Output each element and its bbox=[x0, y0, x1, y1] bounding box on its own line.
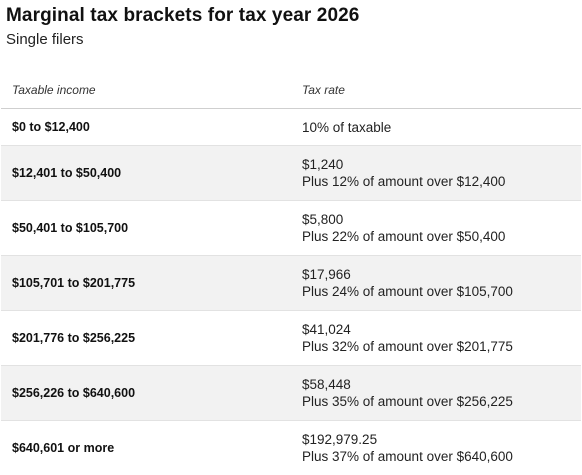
income-cell: $105,701 to $201,775 bbox=[12, 276, 136, 290]
rate-line: 10% of taxable bbox=[302, 119, 392, 135]
table-row: $201,776 to $256,225 $41,024 Plus 32% of… bbox=[1, 311, 581, 366]
table-header: Taxable income Tax rate bbox=[1, 74, 581, 109]
rate-base-amount: $1,240 bbox=[302, 157, 344, 172]
table-row: $0 to $12,400 10% of taxable bbox=[1, 109, 581, 146]
rate-cell: $192,979.25 Plus 37% of amount over $640… bbox=[302, 421, 513, 475]
rate-marginal-text: Plus 24% of amount over $105,700 bbox=[302, 284, 513, 299]
rate-marginal-text: Plus 12% of amount over $12,400 bbox=[302, 174, 506, 189]
income-cell: $640,601 or more bbox=[12, 441, 115, 455]
income-cell: $256,226 to $640,600 bbox=[12, 386, 136, 400]
rate-base-amount: $192,979.25 bbox=[302, 432, 378, 447]
rate-marginal-text: Plus 32% of amount over $201,775 bbox=[302, 339, 513, 354]
income-cell: $50,401 to $105,700 bbox=[12, 221, 129, 235]
rate-marginal-text: Plus 37% of amount over $640,600 bbox=[302, 449, 513, 464]
rate-cell: 10% of taxable bbox=[302, 109, 391, 145]
rate-base-amount: $41,024 bbox=[302, 322, 351, 337]
rate-base-amount: $17,966 bbox=[302, 267, 351, 282]
table-row: $640,601 or more $192,979.25 Plus 37% of… bbox=[1, 421, 581, 475]
rate-cell: $1,240 Plus 12% of amount over $12,400 bbox=[302, 146, 505, 200]
page-subtitle: Single filers bbox=[6, 31, 84, 48]
rate-base-amount: $5,800 bbox=[302, 212, 344, 227]
table-row: $256,226 to $640,600 $58,448 Plus 35% of… bbox=[1, 366, 581, 421]
tax-brackets-table: Taxable income Tax rate $0 to $12,400 10… bbox=[1, 74, 581, 475]
rate-base-amount: $58,448 bbox=[302, 377, 351, 392]
header-taxable-income: Taxable income bbox=[12, 83, 96, 97]
income-cell: $0 to $12,400 bbox=[12, 120, 90, 134]
income-cell: $12,401 to $50,400 bbox=[12, 166, 122, 180]
income-cell: $201,776 to $256,225 bbox=[12, 331, 136, 345]
rate-cell: $58,448 Plus 35% of amount over $256,225 bbox=[302, 366, 513, 420]
rate-cell: $41,024 Plus 32% of amount over $201,775 bbox=[302, 311, 513, 365]
rate-cell: $17,966 Plus 24% of amount over $105,700 bbox=[302, 256, 513, 310]
table-row: $50,401 to $105,700 $5,800 Plus 22% of a… bbox=[1, 201, 581, 256]
table-row: $12,401 to $50,400 $1,240 Plus 12% of am… bbox=[1, 146, 581, 201]
rate-cell: $5,800 Plus 22% of amount over $50,400 bbox=[302, 201, 505, 255]
rate-marginal-text: Plus 35% of amount over $256,225 bbox=[302, 394, 513, 409]
header-tax-rate: Tax rate bbox=[302, 83, 345, 97]
table-row: $105,701 to $201,775 $17,966 Plus 24% of… bbox=[1, 256, 581, 311]
rate-marginal-text: Plus 22% of amount over $50,400 bbox=[302, 229, 506, 244]
page-title: Marginal tax brackets for tax year 2026 bbox=[6, 5, 360, 26]
